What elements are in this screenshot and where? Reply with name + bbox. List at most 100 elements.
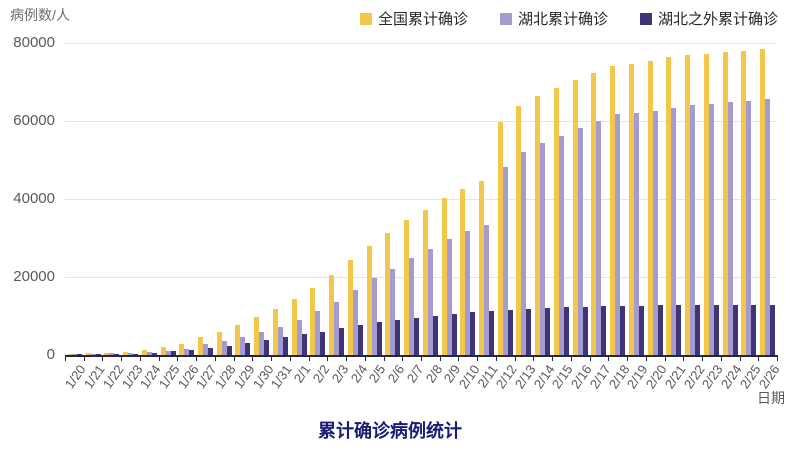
bar	[727, 102, 733, 355]
bar	[652, 110, 658, 355]
bar	[409, 257, 415, 355]
x-axis-title: 日期	[757, 390, 785, 406]
x-tick	[346, 355, 348, 361]
bar-group-2/10	[458, 43, 477, 355]
x-tick	[645, 355, 647, 361]
bar	[628, 64, 634, 355]
x-tick	[683, 355, 685, 361]
bar	[676, 304, 682, 355]
x-tick	[196, 355, 198, 361]
bar	[703, 54, 709, 355]
y-tick-label-0: 0	[46, 346, 55, 363]
bar	[497, 121, 503, 355]
bar	[465, 231, 471, 355]
bar	[296, 319, 302, 355]
legend-swatch-outside-hubei-icon	[639, 12, 652, 25]
bar-group-1/21	[84, 43, 103, 355]
bar-group-2/4	[346, 43, 365, 355]
bar	[208, 347, 213, 355]
bar	[713, 304, 719, 355]
bar	[371, 278, 377, 355]
x-tick-label-2/6: 2/6	[384, 362, 408, 386]
bar	[647, 60, 653, 355]
bar	[741, 50, 747, 355]
bar	[376, 322, 382, 355]
bar	[582, 306, 588, 355]
x-tick	[421, 355, 422, 361]
x-tick	[121, 355, 123, 361]
x-tick	[271, 355, 273, 361]
legend-label-outside-hubei: 湖北之外累计确诊	[657, 11, 778, 28]
bar	[315, 311, 321, 355]
bar	[114, 353, 120, 355]
bar-group-1/20	[65, 43, 84, 355]
bar	[516, 105, 522, 355]
bar	[526, 308, 532, 355]
bar	[414, 317, 420, 355]
bar-group-2/1	[290, 43, 309, 355]
legend: 全国累计确诊 湖北累计确诊 湖北之外累计确诊	[359, 8, 778, 29]
x-tick	[458, 355, 460, 361]
bar	[470, 312, 476, 355]
x-tick	[533, 355, 535, 361]
bar	[235, 324, 241, 355]
x-tick	[552, 355, 554, 361]
bar	[160, 347, 166, 355]
y-tick-label-60000: 60000	[13, 112, 55, 129]
bar-group-2/6	[383, 43, 402, 355]
x-tick-label-2/2: 2/2	[309, 362, 333, 386]
bar	[535, 95, 541, 355]
bar	[301, 334, 307, 355]
bar	[179, 344, 185, 355]
bar	[666, 57, 672, 355]
bar	[708, 104, 714, 355]
bar	[277, 327, 283, 355]
legend-label-national: 全国累计确诊	[377, 11, 468, 28]
bar	[245, 342, 251, 355]
bar	[615, 114, 621, 355]
bar	[441, 198, 447, 355]
legend-swatch-hubei-icon	[499, 12, 512, 25]
bar-group-2/26	[758, 43, 777, 355]
bar	[596, 121, 602, 355]
x-tick	[233, 355, 235, 361]
x-tick	[402, 355, 404, 361]
x-tick	[702, 355, 704, 361]
bar	[479, 180, 485, 355]
bar-group-1/25	[159, 43, 178, 355]
legend-swatch-national-icon	[359, 12, 372, 25]
bar	[451, 313, 457, 355]
bar-group-1/30	[252, 43, 271, 355]
bar	[553, 87, 559, 355]
x-axis-ticks	[65, 355, 778, 361]
x-tick	[758, 355, 760, 361]
bar	[320, 331, 326, 355]
bar	[770, 304, 776, 355]
bar	[507, 309, 513, 355]
bar	[216, 331, 222, 355]
bar	[591, 72, 597, 355]
x-tick	[383, 355, 385, 361]
bar	[484, 224, 490, 355]
x-tick-label-2/7: 2/7	[403, 362, 427, 386]
bar	[446, 239, 452, 355]
x-tick	[139, 355, 141, 361]
bar	[264, 339, 270, 355]
bar	[746, 100, 752, 355]
bar	[432, 315, 438, 355]
legend-label-hubei: 湖北累计确诊	[517, 11, 608, 28]
bar-group-2/2	[309, 43, 328, 355]
bar	[104, 352, 110, 355]
bar	[657, 305, 663, 355]
x-tick	[477, 355, 479, 361]
bar-group-2/22	[683, 43, 702, 355]
bar-group-2/12	[496, 43, 515, 355]
bar	[404, 220, 410, 355]
bar	[751, 304, 757, 355]
bar-group-2/5	[365, 43, 384, 355]
gridline-40000	[65, 199, 777, 200]
bar	[272, 309, 278, 355]
bar	[558, 135, 564, 355]
bar	[352, 289, 358, 355]
